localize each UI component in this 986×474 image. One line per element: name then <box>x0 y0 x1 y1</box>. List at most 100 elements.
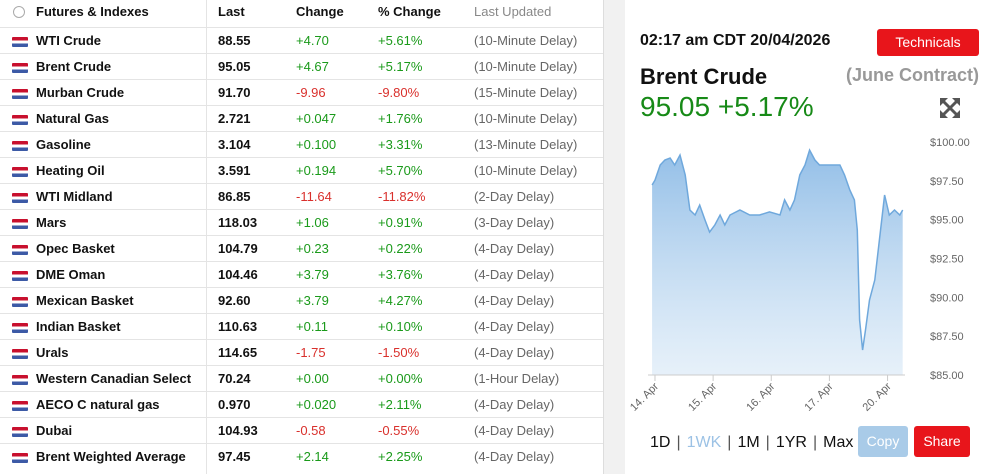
range-option[interactable]: 1YR <box>775 434 807 451</box>
flag-icon <box>12 167 28 177</box>
flag-icon <box>12 115 28 125</box>
last-updated: (10-Minute Delay) <box>474 111 578 126</box>
last-updated: (3-Day Delay) <box>474 215 555 230</box>
row-divider <box>0 417 603 418</box>
row-divider <box>0 53 603 54</box>
range-option[interactable]: 1M <box>737 434 760 451</box>
name: Dubai <box>36 423 73 438</box>
row-divider <box>0 105 603 106</box>
expand-icon[interactable] <box>939 97 961 119</box>
change: +0.100 <box>296 137 337 152</box>
last: 92.60 <box>218 293 251 308</box>
change: +4.67 <box>296 59 329 74</box>
pct-change: +5.17% <box>378 59 423 74</box>
row-divider <box>0 443 603 444</box>
separator: | <box>765 434 770 451</box>
change: -1.75 <box>296 345 326 360</box>
flag-icon <box>12 271 28 281</box>
last: 104.79 <box>218 241 258 256</box>
change: -11.64 <box>296 189 332 204</box>
range-selector: 1D | 1WK | 1M | 1YR | Max <box>650 434 853 452</box>
pct-change: -0.55% <box>378 423 420 438</box>
instrument-name: Brent Crude <box>640 64 768 89</box>
row-divider <box>0 261 603 262</box>
pct-change: +1.76% <box>378 111 423 126</box>
quote-panel: 02:17 am CDT 20/04/2026 Technicals Brent… <box>625 0 986 474</box>
row-divider <box>0 183 603 184</box>
last: 88.55 <box>218 33 251 48</box>
name: WTI Crude <box>36 33 101 48</box>
last: 70.24 <box>218 371 251 386</box>
quote: 95.05 +5.17% <box>640 91 814 123</box>
change: -9.96 <box>296 85 326 100</box>
column-header: Last <box>218 4 245 19</box>
pct-change: +0.22% <box>378 241 423 256</box>
change: +2.14 <box>296 449 329 464</box>
last-updated: (4-Day Delay) <box>474 241 555 256</box>
last-updated: (4-Day Delay) <box>474 345 555 360</box>
range-option[interactable]: 1WK <box>686 434 722 451</box>
name: Brent Weighted Average <box>36 449 186 464</box>
last: 104.46 <box>218 267 258 282</box>
pct-change: -1.50% <box>378 345 420 360</box>
row-divider <box>0 365 603 366</box>
flag-icon <box>12 453 28 463</box>
last: 97.45 <box>218 449 251 464</box>
contract: (June Contract) <box>845 65 979 85</box>
pct-change: +3.31% <box>378 137 423 152</box>
column-header: Last Updated <box>474 4 552 19</box>
last-updated: (13-Minute Delay) <box>474 137 578 152</box>
change: +3.79 <box>296 293 329 308</box>
change: +1.06 <box>296 215 329 230</box>
row-divider <box>0 287 603 288</box>
timestamp: 02:17 am CDT 20/04/2026 <box>640 32 831 49</box>
pct-change: +2.25% <box>378 449 423 464</box>
name: Urals <box>36 345 69 360</box>
last-updated: (10-Minute Delay) <box>474 59 578 74</box>
change: +3.79 <box>296 267 329 282</box>
name: Heating Oil <box>36 163 105 178</box>
pct-change: +0.10% <box>378 319 423 334</box>
name: WTI Midland <box>36 189 113 204</box>
row-divider <box>0 339 603 340</box>
last: 3.591 <box>218 163 251 178</box>
flag-icon <box>12 401 28 411</box>
change: +0.047 <box>296 111 337 126</box>
pct-change: +4.27% <box>378 293 423 308</box>
pct-change: +0.91% <box>378 215 423 230</box>
row-divider <box>0 27 603 28</box>
flag-icon <box>12 219 28 229</box>
change: +5.17% <box>717 91 814 122</box>
last: 86.85 <box>218 189 251 204</box>
globe-icon <box>13 6 25 18</box>
range-option[interactable]: 1D <box>650 434 671 451</box>
last-updated: (4-Day Delay) <box>474 423 555 438</box>
flag-icon <box>12 89 28 99</box>
flag-icon <box>12 297 28 307</box>
flag-icon <box>12 193 28 203</box>
pct-change: +0.00% <box>378 371 423 386</box>
name: Brent Crude <box>36 59 112 74</box>
name: Opec Basket <box>36 241 115 256</box>
pct-change: +5.61% <box>378 33 423 48</box>
flag-icon <box>12 37 28 47</box>
flag-icon <box>12 375 28 385</box>
pct-change: +5.70% <box>378 163 423 178</box>
last-updated: (10-Minute Delay) <box>474 163 578 178</box>
name: Natural Gas <box>36 111 109 126</box>
flag-icon <box>12 323 28 333</box>
last: 2.721 <box>218 111 251 126</box>
copy-button[interactable]: Copy <box>858 426 908 457</box>
range-option[interactable]: Max <box>823 434 854 451</box>
name: AECO C natural gas <box>36 397 160 412</box>
share-button[interactable]: Share <box>914 426 970 457</box>
price: 95.05 <box>640 91 711 122</box>
last-updated: (4-Day Delay) <box>474 449 555 464</box>
pct-change: +2.11% <box>378 397 422 412</box>
col-divider <box>206 0 207 474</box>
flag-icon <box>12 141 28 151</box>
last: 0.970 <box>218 397 251 412</box>
last: 104.93 <box>218 423 258 438</box>
last-updated: (4-Day Delay) <box>474 397 555 412</box>
technicals-button[interactable]: Technicals <box>877 29 979 56</box>
